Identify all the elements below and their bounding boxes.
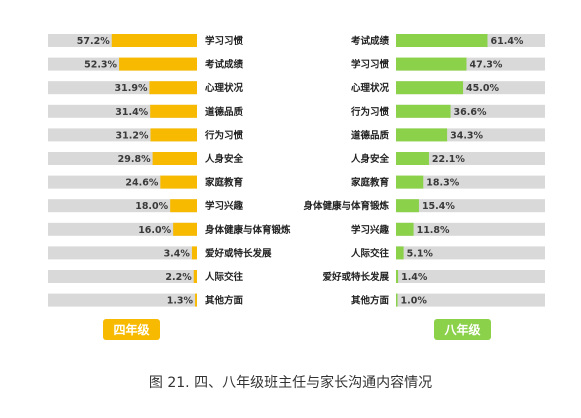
grade8-value-label: 36.6%	[454, 107, 487, 118]
grade8-bar	[396, 175, 424, 189]
grade8-bar-track	[396, 199, 545, 213]
grade8-category-label: 爱好或特长发展	[322, 271, 389, 283]
grade4-bar-track	[48, 270, 197, 283]
figure-caption: 图 21. 四、八年级班主任与家长沟通内容情况	[148, 375, 433, 391]
grade4-category-label: 人身安全	[205, 153, 244, 165]
grade4-legend-label: 四年级	[113, 322, 149, 337]
grade4-bar	[150, 104, 197, 118]
grade4-bar	[160, 175, 197, 189]
grade8-category-label: 道德品质	[351, 129, 390, 141]
grade4-value-label: 2.2%	[165, 272, 192, 283]
grade8-category-label: 学习兴趣	[351, 224, 390, 236]
grade4-category-label: 人际交往	[205, 271, 244, 283]
grade4-bar	[119, 57, 197, 71]
grade8-value-label: 45.0%	[466, 83, 499, 94]
grade4-value-label: 18.0%	[135, 201, 168, 212]
grade4-value-label: 31.9%	[115, 83, 148, 94]
grade8-value-label: 34.3%	[450, 130, 483, 141]
grade4-bar-track	[48, 199, 197, 213]
grade8-bar-track	[396, 222, 545, 236]
grade8-bar	[396, 57, 467, 71]
grade4-category-label: 心理状况	[205, 82, 244, 94]
grade8-bar	[396, 270, 399, 283]
grade8-category-label: 行为习惯	[350, 106, 390, 118]
grade4-value-label: 52.3%	[84, 60, 117, 71]
grade8-bar	[396, 34, 488, 47]
grade8-value-label: 18.3%	[426, 178, 459, 189]
grade4-legend-badge	[103, 319, 160, 340]
grade4-bar	[152, 152, 197, 165]
grade8-category-label: 学习习惯	[351, 59, 390, 71]
grade8-legend-label: 八年级	[443, 322, 480, 337]
grade4-value-label: 16.0%	[138, 225, 171, 236]
grade4-value-label: 31.4%	[115, 107, 148, 118]
grade4-category-label: 家庭教育	[205, 177, 244, 189]
grade4-category-label: 身体健康与体育锻炼	[205, 224, 291, 236]
grade8-bar	[396, 152, 429, 165]
grade4-value-label: 29.8%	[118, 154, 151, 165]
grade4-value-label: 31.2%	[116, 130, 149, 141]
grade4-value-label: 1.3%	[167, 296, 194, 307]
grade4-value-label: 57.2%	[77, 36, 110, 47]
grade4-category-label: 其他方面	[205, 295, 244, 307]
grade8-bar-track	[396, 175, 545, 189]
grade8-bar	[396, 222, 414, 236]
grade4-value-label: 3.4%	[164, 248, 191, 259]
grade4-bar-track	[48, 222, 197, 236]
grade8-category-label: 考试成绩	[351, 35, 390, 47]
grade4-bar-track	[48, 175, 197, 189]
grade4-bar-track	[48, 293, 197, 307]
grade8-value-label: 61.4%	[490, 36, 523, 47]
grade4-bar	[170, 199, 197, 213]
grade8-value-label: 5.1%	[407, 248, 434, 259]
grade8-value-label: 22.1%	[432, 154, 465, 165]
grade4-category-label: 学习习惯	[205, 35, 244, 47]
grade8-value-label: 11.8%	[417, 225, 450, 236]
grade4-bar	[149, 81, 197, 95]
grade8-category-label: 人身安全	[351, 153, 390, 165]
grade8-value-label: 15.4%	[422, 201, 455, 212]
grade4-bar	[193, 270, 197, 283]
grade8-bar-track	[396, 152, 545, 165]
grade8-bar	[396, 104, 451, 118]
grade8-value-label: 1.0%	[401, 296, 428, 307]
grade8-category-label: 心理状况	[351, 82, 390, 94]
grade4-bar	[195, 293, 197, 307]
grade4-bar	[150, 128, 197, 142]
grade8-value-label: 47.3%	[469, 60, 502, 71]
grade8-bar	[396, 246, 404, 260]
grade4-bar	[111, 34, 197, 47]
grade4-value-label: 24.6%	[125, 178, 158, 189]
grade8-bar	[396, 128, 448, 142]
grade8-category-label: 人际交往	[351, 247, 390, 259]
grade8-bar-track	[396, 293, 545, 307]
grade8-legend-badge	[434, 319, 491, 340]
grade4-bar	[173, 222, 197, 236]
grade4-bar-track	[48, 246, 197, 260]
grade8-bar-track	[396, 246, 545, 260]
grade8-bar-track	[396, 270, 545, 283]
grade8-bar	[396, 199, 419, 213]
grade4-category-label: 学习兴趣	[205, 200, 244, 212]
grade8-category-label: 身体健康与体育锻炼	[303, 200, 389, 212]
grade8-category-label: 其他方面	[351, 295, 390, 307]
grade4-category-label: 考试成绩	[205, 59, 244, 71]
grade4-category-label: 爱好或特长发展	[205, 247, 272, 259]
grade4-bar	[191, 246, 197, 260]
grade8-value-label: 1.4%	[401, 272, 428, 283]
grade4-category-label: 行为习惯	[204, 129, 244, 141]
grade8-bar	[396, 293, 398, 307]
grade8-bar	[396, 81, 464, 95]
grade4-category-label: 道德品质	[205, 106, 244, 118]
grade8-category-label: 家庭教育	[351, 177, 390, 189]
